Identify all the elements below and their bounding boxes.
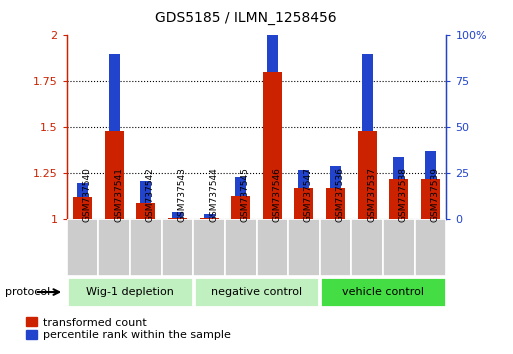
Text: Wig-1 depletion: Wig-1 depletion [86, 287, 174, 297]
Text: vehicle control: vehicle control [342, 287, 424, 297]
Bar [231, 195, 250, 219]
Text: GSM737543: GSM737543 [177, 167, 186, 222]
Bar [425, 152, 436, 179]
Text: GSM737536: GSM737536 [336, 167, 345, 222]
FancyBboxPatch shape [351, 219, 383, 276]
Bar [362, 54, 373, 131]
FancyBboxPatch shape [321, 277, 446, 307]
Text: GSM737546: GSM737546 [272, 167, 281, 222]
Text: GSM737540: GSM737540 [83, 167, 91, 222]
Bar [358, 131, 377, 219]
FancyBboxPatch shape [162, 219, 193, 276]
Bar [267, 0, 278, 72]
Bar [200, 218, 219, 219]
FancyBboxPatch shape [194, 277, 319, 307]
FancyBboxPatch shape [67, 219, 98, 276]
Bar [73, 198, 92, 219]
Bar [172, 212, 183, 218]
Bar [299, 170, 309, 188]
Text: GSM737541: GSM737541 [114, 167, 123, 222]
Bar [421, 179, 440, 219]
Text: GDS5185 / ILMN_1258456: GDS5185 / ILMN_1258456 [155, 11, 337, 25]
FancyBboxPatch shape [193, 219, 225, 276]
FancyBboxPatch shape [67, 277, 192, 307]
FancyBboxPatch shape [288, 219, 320, 276]
Text: GSM737537: GSM737537 [367, 167, 376, 222]
Text: GSM737542: GSM737542 [146, 167, 155, 222]
Bar [330, 166, 341, 188]
Bar [136, 203, 155, 219]
FancyBboxPatch shape [320, 219, 351, 276]
Text: negative control: negative control [211, 287, 302, 297]
FancyBboxPatch shape [383, 219, 415, 276]
Bar [235, 177, 246, 195]
Bar [389, 179, 408, 219]
Bar [109, 54, 120, 131]
Text: GSM737539: GSM737539 [430, 167, 440, 222]
Text: GSM737538: GSM737538 [399, 167, 408, 222]
Text: GSM737547: GSM737547 [304, 167, 313, 222]
Bar [263, 72, 282, 219]
Bar [77, 183, 88, 198]
FancyBboxPatch shape [98, 219, 130, 276]
FancyBboxPatch shape [130, 219, 162, 276]
Bar [204, 214, 214, 218]
Text: GSM737544: GSM737544 [209, 167, 218, 222]
Bar [294, 188, 313, 219]
Legend: transformed count, percentile rank within the sample: transformed count, percentile rank withi… [26, 317, 231, 340]
FancyBboxPatch shape [256, 219, 288, 276]
Bar [393, 157, 404, 179]
Bar [105, 131, 124, 219]
Bar [140, 181, 151, 203]
FancyBboxPatch shape [225, 219, 256, 276]
Bar [168, 218, 187, 219]
Text: GSM737545: GSM737545 [241, 167, 250, 222]
Text: protocol: protocol [5, 287, 50, 297]
Bar [326, 188, 345, 219]
FancyBboxPatch shape [415, 219, 446, 276]
